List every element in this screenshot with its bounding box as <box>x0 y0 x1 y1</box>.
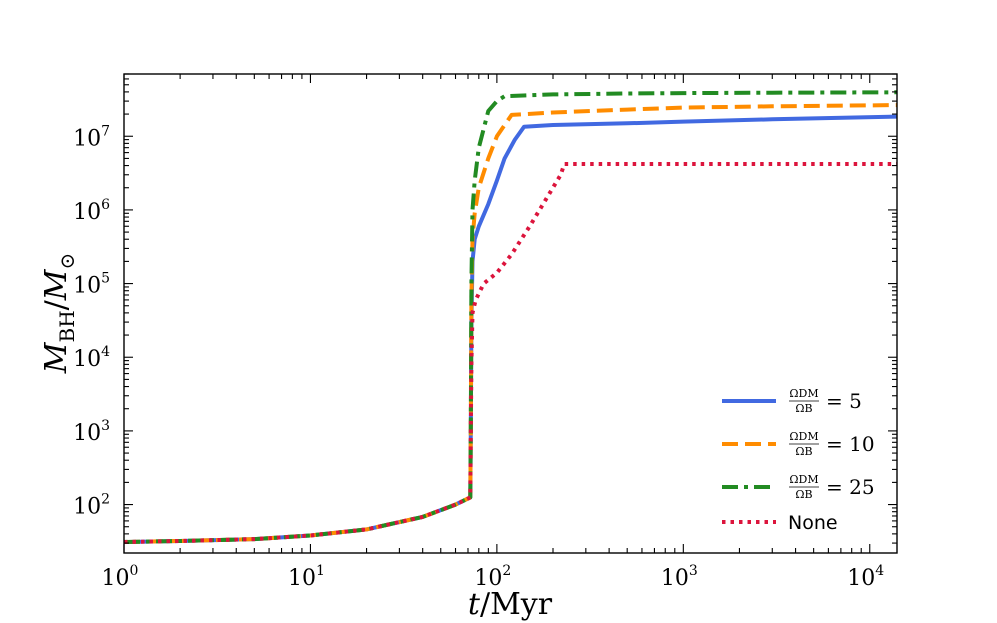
x-tick-label: 103 <box>661 563 698 591</box>
y-tick-label: 106 <box>73 197 110 225</box>
x-tick-label: 102 <box>474 563 511 591</box>
legend-frac-den-2: ΩB <box>795 445 812 458</box>
legend-label-4: None <box>788 512 838 534</box>
series-line-1 <box>123 114 898 544</box>
x-axis-title-text: t/Myr <box>468 587 553 622</box>
legend-frac-num-2: ΩDM <box>789 430 818 443</box>
legend-value-3: = 25 <box>826 475 875 499</box>
plot-frame <box>123 73 898 554</box>
y-tick-label: 104 <box>73 344 110 372</box>
series-layer <box>123 90 898 544</box>
tick-labels: 100 101 102 103 104 102 103 104 105 106 107 <box>73 123 884 591</box>
y-tick-label: 105 <box>73 271 110 299</box>
y-tick-label: 102 <box>73 492 110 520</box>
series-line-4 <box>123 162 897 544</box>
x-tick-label: 104 <box>847 563 884 591</box>
legend-frac-num-1: ΩDM <box>789 387 818 400</box>
legend: ΩDM ΩB = 5 ΩDM ΩB = 10 ΩDM ΩB = 25 None <box>722 387 875 534</box>
y-tick-label: 107 <box>73 123 110 151</box>
x-tick-label: 100 <box>102 563 139 591</box>
legend-frac-den-1: ΩB <box>795 402 812 415</box>
y-axis-title-text: MBH/M⊙ <box>39 253 79 374</box>
y-axis-title: MBH/M⊙ <box>39 253 79 374</box>
legend-value-1: = 5 <box>826 389 862 413</box>
ticks-layer <box>123 73 897 553</box>
legend-frac-num-3: ΩDM <box>789 473 818 486</box>
series-line-3 <box>123 90 898 544</box>
legend-frac-den-3: ΩB <box>795 488 812 501</box>
x-tick-label: 101 <box>288 563 325 591</box>
series-line-2 <box>123 103 898 544</box>
y-tick-label: 103 <box>73 418 110 446</box>
legend-value-2: = 10 <box>826 432 875 456</box>
x-axis-title: t/Myr <box>468 587 553 622</box>
